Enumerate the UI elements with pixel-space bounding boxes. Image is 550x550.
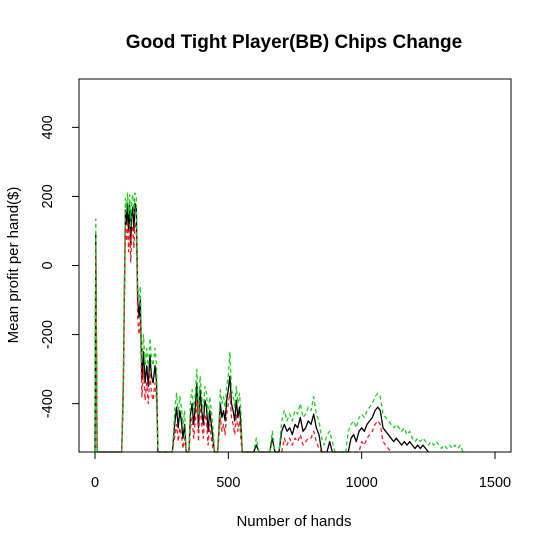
x-tick-label: 1500 [479, 475, 511, 491]
series-line-3 [94, 192, 464, 453]
y-tick-label: 400 [40, 115, 56, 139]
y-tick-label: -200 [40, 320, 56, 349]
series-line-2 [94, 219, 392, 453]
y-tick-label: 0 [40, 261, 56, 269]
chart-title: Good Tight Player(BB) Chips Change [126, 32, 462, 53]
plot-frame [78, 78, 512, 453]
series-line-1 [94, 202, 429, 453]
y-tick-label: 200 [40, 184, 56, 208]
x-tick-label: 0 [91, 475, 99, 491]
series-layer [94, 192, 464, 453]
x-axis: 0 500 1000 1500 [91, 451, 511, 491]
y-tick-label: -400 [40, 389, 56, 418]
x-axis-label: Number of hands [236, 513, 351, 530]
x-tick-label: 1000 [346, 475, 378, 491]
y-axis: -400 -200 0 200 400 [40, 115, 80, 418]
y-axis-label: Mean profit per hand($) [5, 187, 22, 344]
x-tick-label: 500 [216, 475, 240, 491]
